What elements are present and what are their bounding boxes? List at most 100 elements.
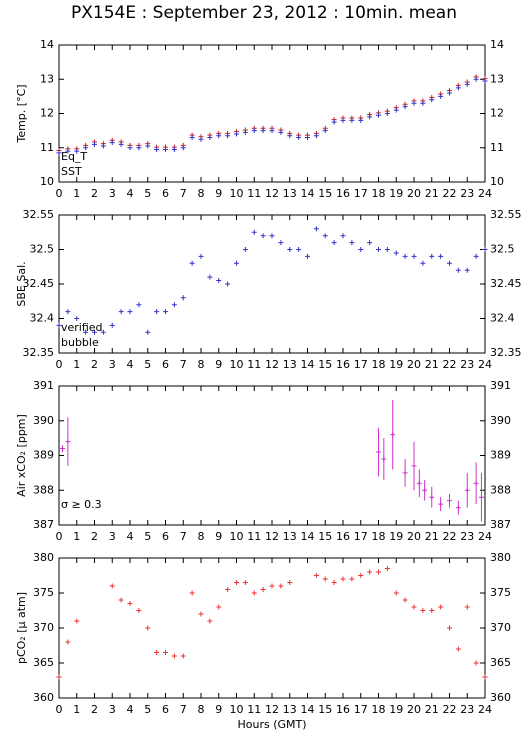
- point: [118, 141, 124, 147]
- x-tick-label: 13: [283, 703, 297, 716]
- y-tick-label: 370: [490, 621, 511, 634]
- x-tick-label: 9: [215, 358, 222, 371]
- x-tick-label: 12: [265, 530, 279, 543]
- point: [118, 309, 124, 315]
- point: [260, 128, 266, 134]
- point: [287, 580, 293, 585]
- x-tick-label: 21: [425, 187, 439, 200]
- point: [438, 604, 444, 610]
- point: [473, 253, 479, 259]
- point: [358, 573, 364, 578]
- x-tick-label: 13: [283, 187, 297, 200]
- point: [349, 576, 355, 582]
- point: [393, 107, 399, 113]
- point: [189, 134, 195, 140]
- point: [109, 140, 115, 146]
- point: [269, 583, 275, 589]
- point: [92, 329, 97, 335]
- y-tick-label: 12: [490, 107, 504, 120]
- point: [447, 625, 452, 631]
- point: [429, 608, 435, 613]
- point: [349, 117, 355, 123]
- y-tick-label: 32.35: [23, 346, 55, 359]
- x-tick-label: 7: [180, 530, 187, 543]
- x-tick-label: 19: [389, 187, 403, 200]
- point: [127, 309, 133, 315]
- point: [305, 134, 310, 140]
- y-tick-label: 32.5: [490, 243, 515, 256]
- x-tick-label: 8: [198, 187, 205, 200]
- point: [251, 229, 257, 235]
- legend-label: bubble: [61, 336, 99, 349]
- point: [313, 573, 319, 578]
- x-tick-label: 19: [389, 703, 403, 716]
- point: [482, 78, 488, 84]
- x-tick-label: 10: [230, 187, 244, 200]
- y-tick-label: 388: [490, 483, 511, 496]
- point: [482, 247, 488, 252]
- point: [216, 604, 222, 610]
- point: [278, 129, 284, 135]
- y-tick-label: 387: [33, 518, 54, 531]
- point: [429, 253, 435, 259]
- y-axis-label: Temp. [°C]: [15, 84, 28, 143]
- point: [402, 104, 408, 110]
- point: [65, 309, 71, 315]
- x-tick-label: 5: [144, 703, 151, 716]
- x-tick-label: 15: [318, 358, 332, 371]
- x-tick-label: 10: [230, 703, 244, 716]
- x-tick-label: 5: [144, 358, 151, 371]
- point: [136, 145, 142, 151]
- point: [473, 76, 479, 82]
- x-tick-label: 18: [372, 530, 386, 543]
- point: [234, 131, 239, 137]
- point: [447, 90, 452, 96]
- point: [438, 253, 444, 259]
- x-tick-label: 12: [265, 358, 279, 371]
- x-tick-label: 16: [336, 703, 350, 716]
- y-tick-label: 380: [33, 551, 54, 564]
- x-tick-label: 22: [443, 530, 457, 543]
- point: [287, 133, 293, 139]
- x-tick-label: 18: [372, 358, 386, 371]
- x-tick-label: 23: [460, 187, 474, 200]
- point: [163, 650, 168, 655]
- point: [331, 119, 337, 125]
- point: [83, 145, 89, 151]
- point: [438, 93, 444, 99]
- y-tick-label: 32.45: [23, 277, 55, 290]
- point: [56, 322, 62, 328]
- point: [473, 660, 479, 666]
- point: [287, 247, 293, 252]
- point: [207, 134, 213, 140]
- point: [411, 100, 417, 106]
- point: [189, 260, 195, 266]
- x-tick-label: 18: [372, 187, 386, 200]
- x-tick-label: 1: [73, 187, 80, 200]
- point: [198, 253, 204, 259]
- y-axis-label: Air xCO₂ [ppm]: [15, 414, 28, 497]
- y-tick-label: 32.4: [490, 312, 515, 325]
- point: [322, 233, 328, 239]
- point: [225, 133, 231, 139]
- point: [180, 653, 186, 659]
- point: [225, 281, 231, 287]
- point: [56, 674, 62, 680]
- x-tick-label: 18: [372, 703, 386, 716]
- point: [251, 590, 257, 596]
- point: [163, 309, 168, 315]
- point: [100, 329, 106, 335]
- point: [136, 608, 142, 613]
- point: [429, 97, 435, 103]
- x-tick-label: 14: [301, 358, 315, 371]
- point: [340, 117, 346, 123]
- point: [322, 128, 328, 134]
- point: [384, 566, 390, 571]
- x-tick-label: 16: [336, 187, 350, 200]
- x-tick-label: 13: [283, 358, 297, 371]
- point: [269, 233, 275, 239]
- y-tick-label: 391: [490, 379, 511, 392]
- point: [234, 260, 239, 266]
- x-tick-label: 3: [109, 530, 116, 543]
- point: [83, 329, 89, 335]
